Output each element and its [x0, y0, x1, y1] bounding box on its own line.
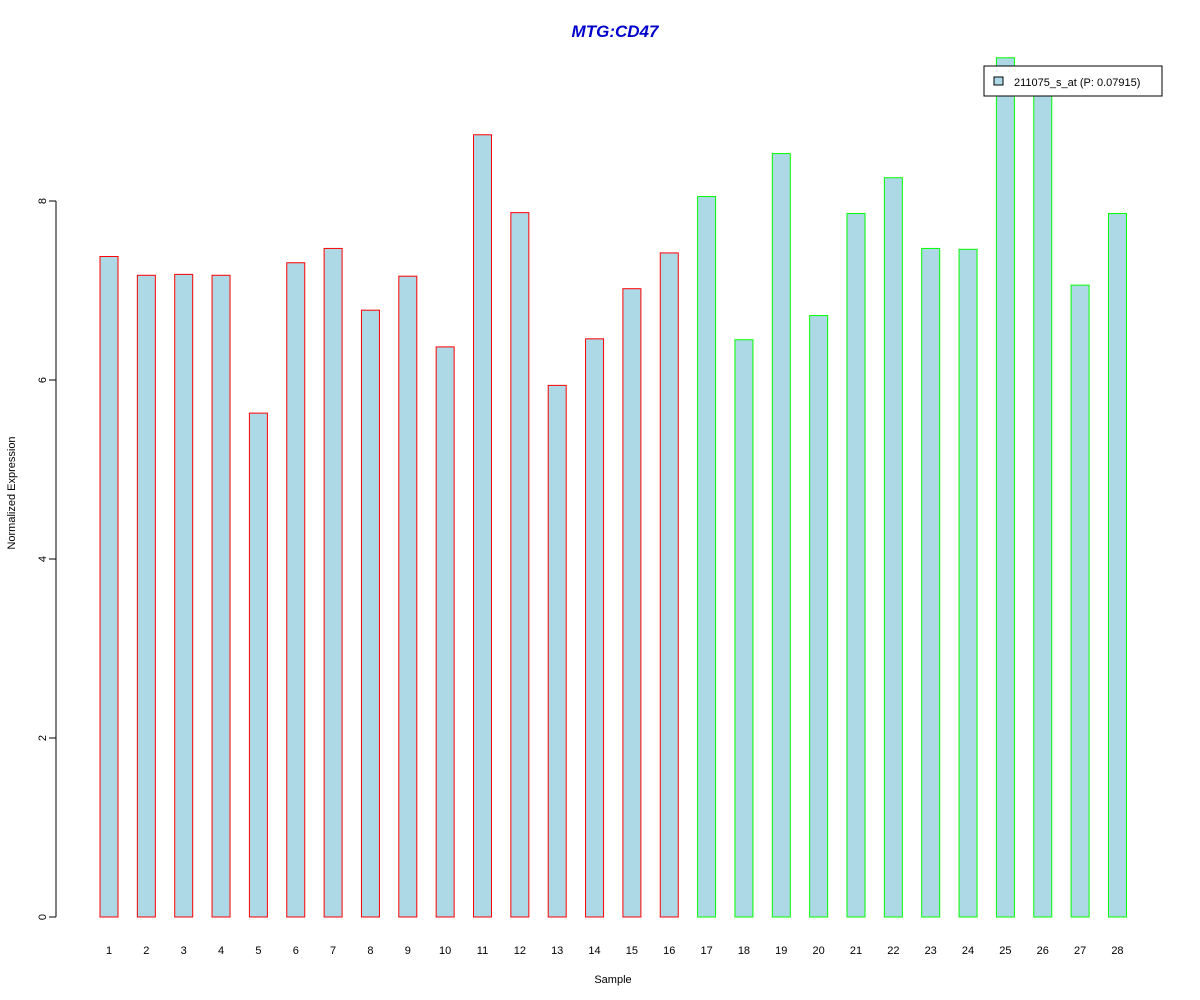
legend-box: [983, 65, 1163, 97]
x-tick-label: 3: [181, 945, 187, 957]
bar: [473, 134, 492, 918]
y-tick-label: 4: [37, 556, 49, 562]
y-axis: 0 2 4 6 8: [37, 198, 57, 920]
x-tick-label: 11: [477, 945, 488, 957]
bar: [958, 248, 978, 918]
x-axis-label: Sample: [594, 974, 631, 986]
legend: 211075_s_at (P: 0.07915): [983, 65, 1163, 97]
y-tick-label: 8: [37, 198, 49, 204]
y-tick-label: 2: [37, 735, 49, 741]
x-tick-label: 13: [551, 945, 563, 957]
bar: [659, 252, 679, 918]
bar: [622, 288, 642, 918]
x-tick-label: 12: [514, 945, 526, 957]
x-tick-label: 20: [813, 945, 825, 957]
bar: [734, 339, 754, 918]
bar: [846, 213, 866, 918]
bar: [248, 412, 268, 918]
x-tick-label: 26: [1037, 945, 1049, 957]
y-tick-label: 0: [37, 914, 49, 920]
x-tick-label: 8: [367, 945, 373, 957]
x-tick-label: 28: [1111, 945, 1123, 957]
x-tick-label: 19: [775, 945, 787, 957]
y-axis-label: Normalized Expression: [6, 436, 18, 549]
bar: [1033, 75, 1053, 918]
bar: [323, 247, 343, 918]
y-tick-label: 6: [37, 377, 49, 383]
x-tick-label: 6: [293, 945, 299, 957]
x-tick-label: 15: [626, 945, 638, 957]
x-tick-label: 4: [218, 945, 224, 957]
bar: [286, 262, 306, 918]
bar: [510, 212, 530, 918]
x-tick-label: 23: [925, 945, 937, 957]
bar: [921, 247, 941, 918]
bar: [99, 255, 119, 918]
x-tick-label: 21: [850, 945, 862, 957]
x-tick-label: 9: [405, 945, 411, 957]
x-tick-label: 7: [330, 945, 336, 957]
bar: [398, 275, 418, 918]
legend-swatch: [993, 76, 1004, 86]
bar: [697, 196, 717, 918]
x-tick-label: 22: [887, 945, 899, 957]
x-tick-label: 14: [588, 945, 600, 957]
x-tick-label: 1: [106, 945, 112, 957]
x-tick-label: 25: [999, 945, 1011, 957]
bar: [771, 153, 791, 918]
bar: [435, 346, 455, 918]
x-tick-label: 10: [439, 945, 451, 957]
x-tick-label: 18: [738, 945, 750, 957]
x-tick-label: 24: [962, 945, 974, 957]
bar: [136, 274, 156, 918]
bar: [360, 309, 380, 918]
bar: [883, 177, 903, 918]
bar: [809, 315, 829, 918]
x-tick-label: 17: [700, 945, 712, 957]
bar: [1107, 213, 1127, 918]
bar: [585, 338, 605, 918]
bar: [1070, 284, 1090, 918]
bars: [99, 57, 1127, 918]
x-axis-tick-labels: 1 2 3 4 5 6 7 8 9 10 11 12 13 14 15 16 17 18 19 20 21 22 23 24 2…: [106, 945, 1124, 957]
chart-title: MTG:CD47: [572, 22, 660, 41]
bar: [995, 57, 1015, 918]
bar: [547, 384, 567, 918]
x-tick-label: 5: [255, 945, 261, 957]
x-tick-label: 16: [663, 945, 675, 957]
bar: [211, 274, 231, 918]
legend-entry-label: 211075_s_at (P: 0.07915): [1014, 77, 1140, 89]
bar: [174, 273, 194, 918]
x-tick-label: 2: [143, 945, 149, 957]
x-tick-label: 27: [1074, 945, 1086, 957]
